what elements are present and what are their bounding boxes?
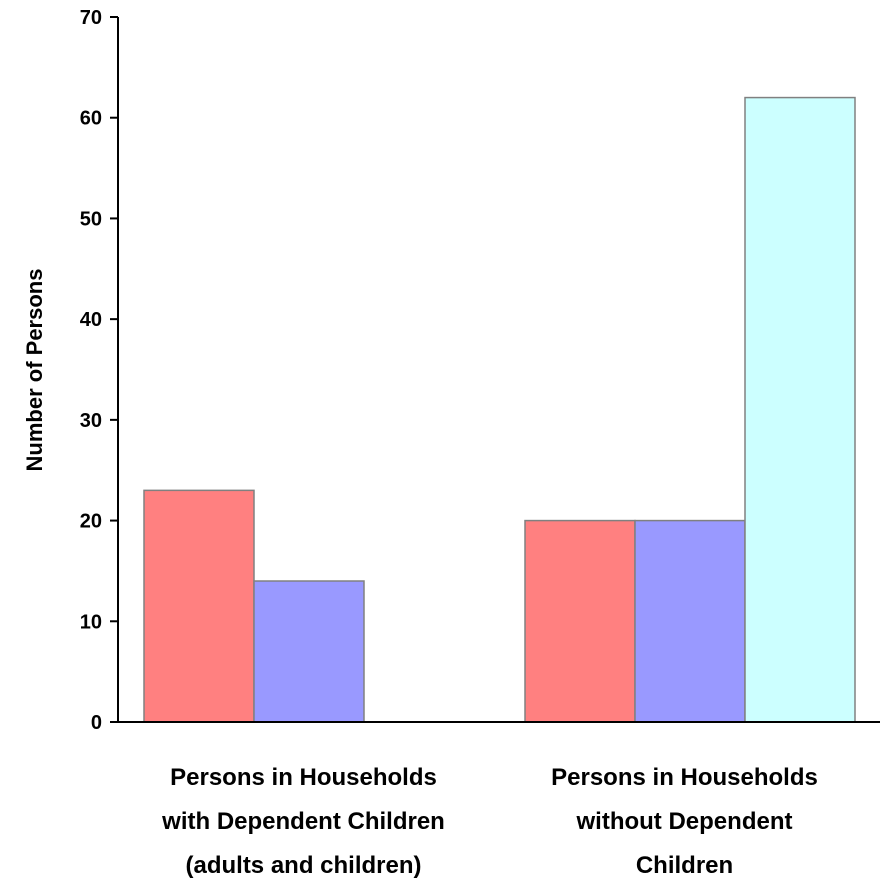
bars-layer <box>143 96 856 723</box>
y-tick-label: 10 <box>80 611 102 633</box>
axes-layer <box>110 16 880 723</box>
y-axis-title: Number of Persons <box>22 269 47 472</box>
y-tick-label: 70 <box>80 7 102 29</box>
x-category-label: Persons in Households <box>170 764 437 791</box>
bar-s2-c1 <box>253 580 365 723</box>
bar-s1-c2 <box>524 519 636 723</box>
y-tick-label: 50 <box>80 208 102 230</box>
x-category-label: without Dependent <box>576 808 793 835</box>
x-category-label: (adults and children) <box>185 852 421 879</box>
y-tick-label: 40 <box>80 309 102 331</box>
y-tick-label: 30 <box>80 410 102 432</box>
x-category-label: with Dependent Children <box>161 808 445 835</box>
labels-layer: 0 10 20 30 40 50 60 70 Persons in Households with… <box>22 7 818 879</box>
y-tick-label: 0 <box>91 712 102 734</box>
x-category-label: Persons in Households <box>551 764 818 791</box>
y-tick-label: 60 <box>80 108 102 130</box>
bar-s2-c2 <box>634 519 746 723</box>
bar-s1-c1 <box>143 489 255 723</box>
y-tick-label: 20 <box>80 511 102 533</box>
x-category-label: Children <box>636 852 733 879</box>
bar-s3-c2 <box>744 96 856 723</box>
